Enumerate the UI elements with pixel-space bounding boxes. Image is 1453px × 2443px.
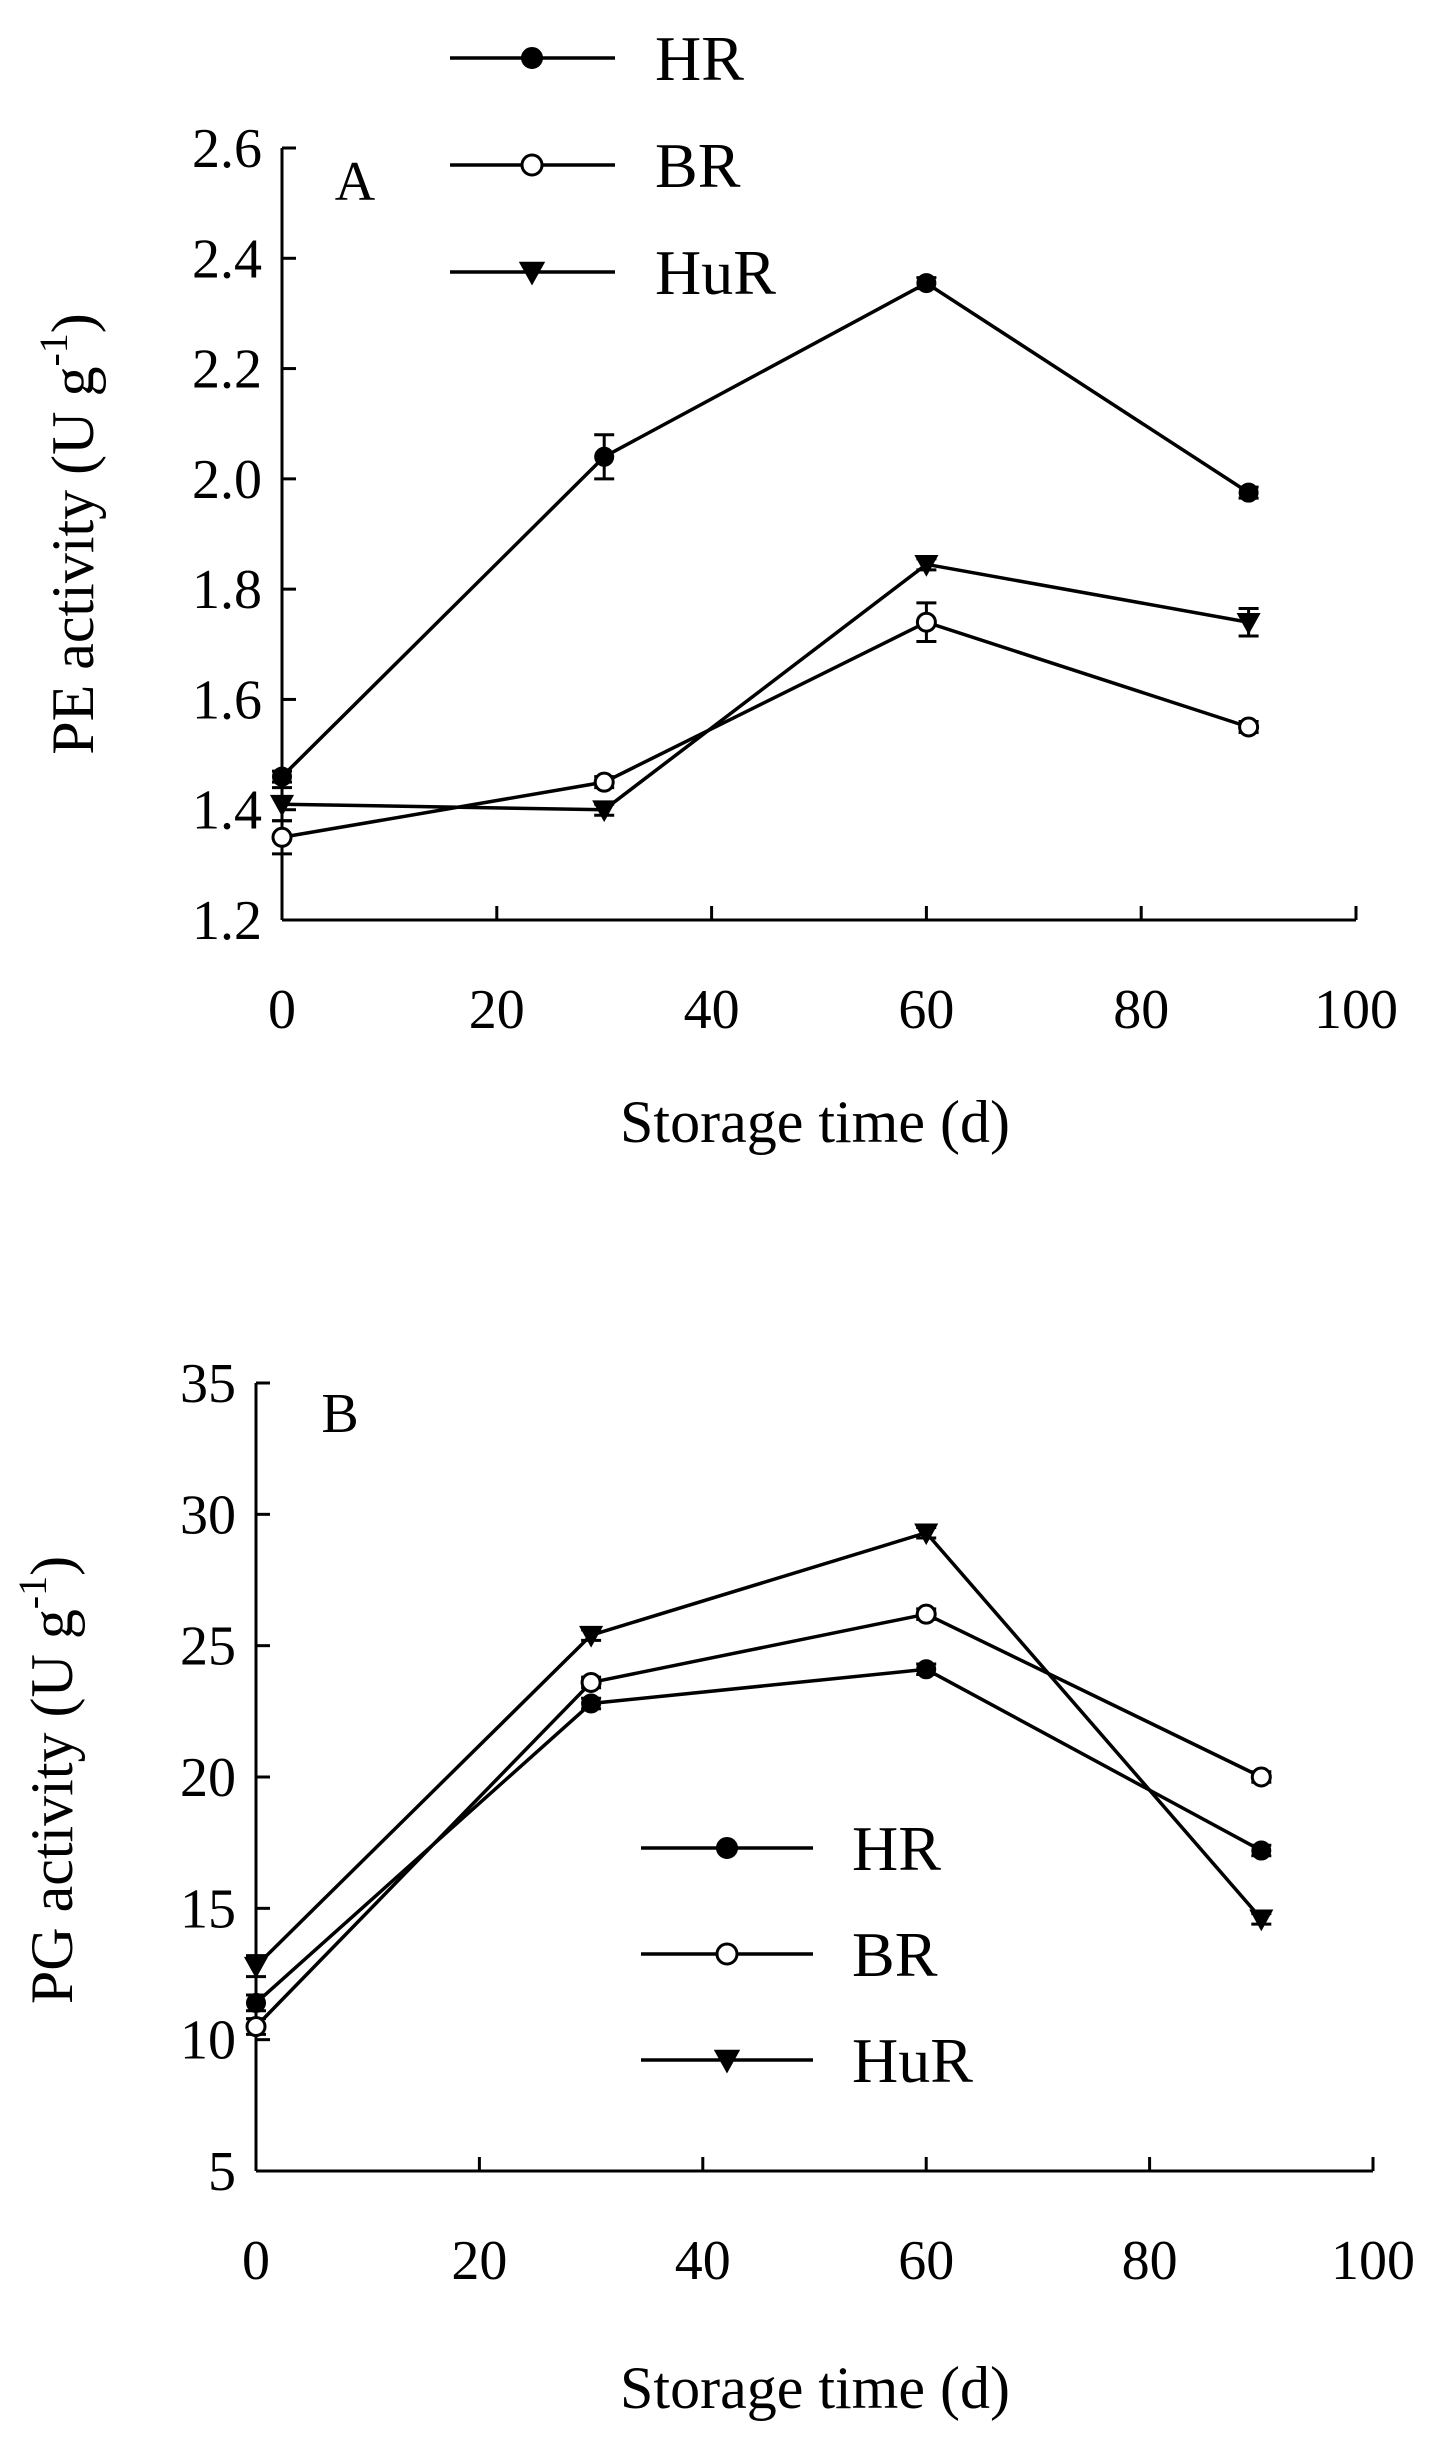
legend-marker (716, 1837, 738, 1859)
x-axis-title: Storage time (d) (620, 1089, 1010, 1155)
series-line-hr (280, 281, 1250, 778)
y-tick-label: 20 (180, 1747, 236, 1809)
data-point-hr (916, 1659, 937, 1680)
data-point-hr (594, 446, 615, 467)
panel-letter: B (321, 1383, 358, 1445)
legend-label: HR (655, 23, 744, 94)
x-tick-label: 80 (1122, 2230, 1178, 2292)
legend-marker (520, 153, 544, 177)
series-hur (243, 1523, 1274, 1979)
data-point-hr (272, 766, 292, 787)
legend-marker (713, 2049, 741, 2074)
x-tick-label: 60 (898, 979, 954, 1041)
legend-marker (518, 261, 546, 286)
data-point-hr (1238, 482, 1259, 503)
y-tick-label: 2.6 (192, 118, 262, 180)
x-tick-label: 60 (898, 2230, 954, 2292)
data-point-hur (1249, 1909, 1274, 1932)
x-tick-label: 20 (469, 979, 525, 1041)
series-hur (269, 555, 1261, 823)
data-point-hr (1251, 1840, 1272, 1861)
chart-panel-a: 1.2 1.4 1.6 1.8 2.0 2.2 2.4 2.6 0 20 40 60 80 100 Stor… (31, 23, 1398, 1155)
x-tick-label: 80 (1113, 979, 1169, 1041)
legend-label: HR (852, 1813, 941, 1884)
y-tick-label: 2.0 (192, 449, 262, 511)
x-tick-label: 100 (1331, 2230, 1415, 2292)
legend-label: BR (655, 130, 741, 201)
legend: HR BR HuR (450, 23, 776, 308)
x-tick-label: 40 (675, 2230, 731, 2292)
y-tick-label: 30 (180, 1484, 236, 1546)
y-tick-label: 5 (208, 2141, 236, 2203)
series-line-br (281, 620, 1250, 840)
y-tick-label: 35 (180, 1353, 236, 1415)
legend-label: BR (852, 1919, 938, 1990)
data-point-br (1238, 716, 1260, 738)
data-point-hur (914, 1523, 939, 1546)
data-point-br (271, 826, 293, 848)
legend-marker (715, 1942, 739, 1966)
legend: HR BR HuR (641, 1813, 973, 2096)
x-tick-label: 0 (268, 979, 296, 1041)
x-axis-title: Storage time (d) (620, 2355, 1010, 2421)
y-tick-label: 1.8 (192, 559, 262, 621)
data-point-hur (269, 794, 295, 817)
data-point-hur (914, 555, 939, 577)
legend-label: HuR (852, 2025, 973, 2096)
series-br (271, 601, 1260, 856)
data-point-hr (246, 1992, 266, 2013)
data-point-hr (916, 273, 937, 294)
series-line-hur (254, 1530, 1263, 1968)
legend-label: HuR (655, 237, 776, 308)
y-tick-label: 10 (180, 2010, 236, 2072)
data-point-hur (579, 1625, 604, 1648)
y-tick-label: 1.4 (192, 780, 262, 842)
data-point-br (593, 771, 615, 793)
series-br (245, 1603, 1272, 2038)
x-tick-label: 0 (242, 2230, 270, 2292)
y-tick-label: 2.4 (192, 228, 262, 290)
data-point-br (1250, 1766, 1272, 1788)
series-hr (246, 1659, 1272, 2013)
data-point-hr (581, 1693, 602, 1714)
data-point-br (915, 611, 937, 633)
data-point-br (245, 2016, 267, 2038)
panel-letter: A (335, 151, 376, 213)
y-axis-title: PG activity (U g-1) (10, 1556, 85, 2004)
y-tick-label: 1.2 (192, 890, 262, 952)
y-tick-label: 2.2 (192, 339, 262, 401)
data-point-hur (1236, 612, 1261, 635)
data-point-br (580, 1671, 602, 1693)
x-tick-label: 20 (451, 2230, 507, 2292)
y-tick-label: 25 (180, 1616, 236, 1678)
chart-panel-b: 5 10 15 20 25 30 35 0 20 40 60 80 100 Storage time (d… (10, 1353, 1415, 2421)
y-tick-label: 15 (180, 1878, 236, 1940)
series-hr (272, 273, 1259, 787)
y-tick-label: 1.6 (192, 669, 262, 731)
data-point-br (915, 1603, 937, 1625)
x-tick-label: 100 (1314, 979, 1398, 1041)
series-line-hur (281, 562, 1249, 812)
legend-marker (521, 47, 543, 69)
y-axis-title: PE activity (U g-1) (31, 313, 106, 755)
x-tick-label: 40 (684, 979, 740, 1041)
series-line-br (254, 1612, 1263, 2028)
data-point-hur (243, 1956, 269, 1979)
data-point-hur (592, 800, 617, 823)
